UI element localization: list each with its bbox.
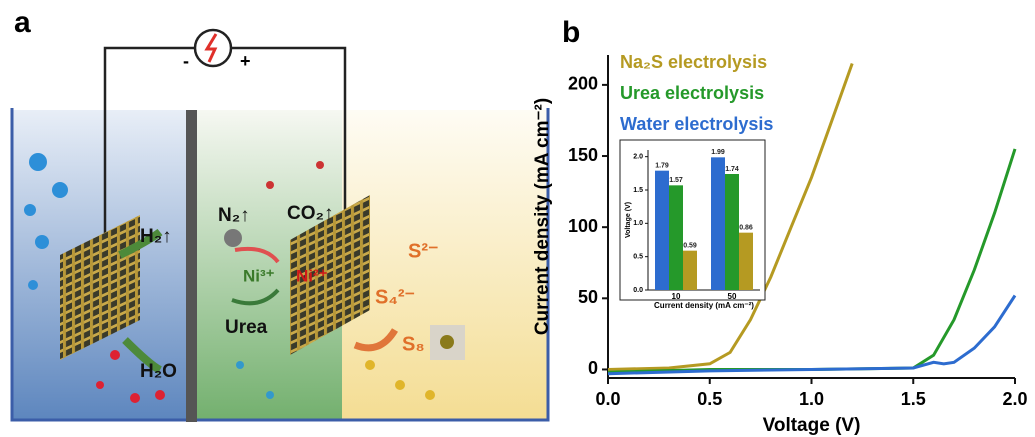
s8-label: S₈ [402,333,425,355]
y-tick-label: 100 [568,216,598,236]
y-tick-label: 0.0 [633,287,643,294]
minus-label: - [183,51,189,71]
panel-label: b [562,16,580,49]
x-tick-label: 50 [728,292,737,301]
s4-label: S₄²⁻ [375,286,415,308]
figure: a - + H₂↑ H₂O N₂↑ CO₂↑ Ni³⁺ Ni²⁺ Urea S²… [0,0,1035,437]
bar [655,171,669,290]
legend-entry: Urea electrolysis [620,83,764,103]
molecule [155,390,165,400]
molecule [365,360,375,370]
x-axis-title: Current density (mA cm⁻²) [654,301,754,310]
y-tick-label: 2.0 [633,154,643,161]
x-tick-label: 2.0 [1002,389,1027,409]
molecule [266,181,274,189]
h2-label: H₂↑ [140,226,172,247]
membrane [186,110,197,422]
sulfur-particle [440,335,454,349]
molecule [266,391,274,399]
bar [711,157,725,290]
co2-label: CO₂↑ [287,203,333,224]
bar [683,251,697,290]
bubble [35,235,49,249]
value-label: 1.57 [669,177,683,184]
x-tick-label: 1.5 [901,389,926,409]
urea-label: Urea [225,317,268,338]
legend-entry: Na₂S electrolysis [620,52,767,72]
x-tick-label: 10 [672,292,681,301]
value-label: 0.86 [739,225,753,232]
y-tick-label: 1.5 [633,187,643,194]
y-tick-label: 0.5 [633,254,643,261]
value-label: 1.74 [725,166,739,173]
legend-entry: Water electrolysis [620,114,773,134]
bubble [24,204,36,216]
y-tick-label: 150 [568,145,598,165]
panel-label: a [14,6,31,39]
x-axis-title: Voltage (V) [763,415,861,436]
y-tick-label: 200 [568,74,598,94]
molecule [425,390,435,400]
y-tick-label: 1.0 [633,220,643,227]
h2o-label: H₂O [140,361,177,382]
x-tick-label: 1.0 [799,389,824,409]
n2-label: N₂↑ [218,205,250,226]
value-label: 1.99 [711,149,725,156]
molecule [110,350,120,360]
plus-label: + [240,51,251,71]
y-tick-label: 50 [578,287,598,307]
value-label: 1.79 [655,163,669,170]
x-tick-label: 0.0 [595,389,620,409]
y-tick-label: 0 [588,358,598,378]
molecule [96,381,104,389]
y-axis-title: Current density (mA cm⁻²) [532,98,553,335]
ni2-label: Ni²⁺ [296,266,328,285]
sulfide-zone [342,110,548,420]
line-chart: 0.0 0.5 1.0 1.5 2.0 0 50 100 150 200 Voltage (V) Cu… [532,52,1028,436]
bar [725,174,739,290]
molecule [236,361,244,369]
s2-label: S²⁻ [408,240,439,262]
bar [739,233,753,290]
bubble [29,153,47,171]
bubble [28,280,38,290]
molecule [316,161,324,169]
n2-molecule [224,229,242,247]
bubble [52,182,68,198]
ni3-label: Ni³⁺ [243,266,275,285]
molecule [130,393,140,403]
y-axis-title: Voltage (V) [625,202,632,238]
molecule [395,380,405,390]
x-tick-label: 0.5 [697,389,722,409]
bar [669,185,683,290]
value-label: 0.59 [683,243,697,250]
